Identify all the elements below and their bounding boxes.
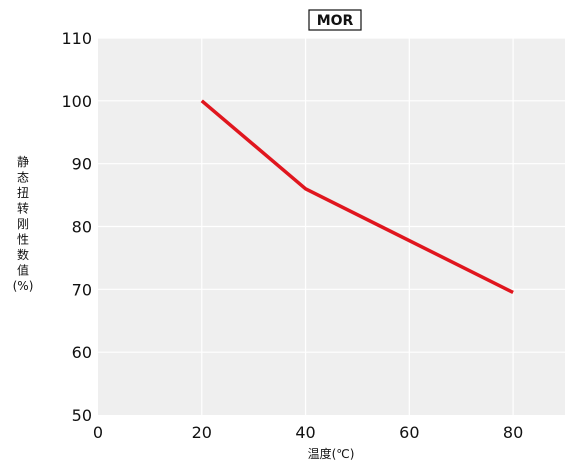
y-tick-label: 80	[72, 218, 92, 237]
y-axis-label-char: 值	[17, 263, 29, 278]
x-axis-ticks: 0 20 40 60 80	[93, 423, 523, 442]
y-tick-label: 60	[72, 343, 92, 362]
y-axis-label-char: 转	[17, 201, 29, 216]
x-tick-label: 60	[399, 423, 419, 442]
y-axis-ticks: 50 60 70 80 90 100 110	[61, 29, 92, 425]
y-tick-label: 100	[61, 92, 92, 111]
y-axis-label-char: 扭	[17, 186, 29, 200]
x-tick-label: 0	[93, 423, 103, 442]
grid-lines	[98, 37, 565, 415]
x-tick-label: 20	[192, 423, 212, 442]
y-tick-label: 90	[72, 155, 92, 174]
y-axis-label-char: 数	[17, 247, 29, 262]
y-axis-label-char: 性	[17, 233, 29, 247]
series-layer	[200, 99, 514, 295]
y-axis-label-char: 刚	[17, 217, 29, 231]
x-axis-label: 温度(℃)	[308, 446, 355, 461]
y-axis-label-char: 态	[17, 171, 29, 185]
x-tick-label: 80	[503, 423, 523, 442]
y-tick-label: 110	[61, 29, 92, 48]
chart-title-text: MOR	[317, 13, 354, 29]
x-tick-label: 40	[295, 423, 315, 442]
y-axis-label-char: (%)	[13, 279, 34, 293]
y-tick-label: 70	[72, 280, 92, 299]
chart-title: MOR	[308, 9, 362, 31]
y-axis-label-char: 静	[17, 155, 29, 169]
series-line	[200, 99, 514, 295]
chart-title-box	[308, 9, 362, 31]
y-tick-label: 50	[72, 406, 92, 425]
